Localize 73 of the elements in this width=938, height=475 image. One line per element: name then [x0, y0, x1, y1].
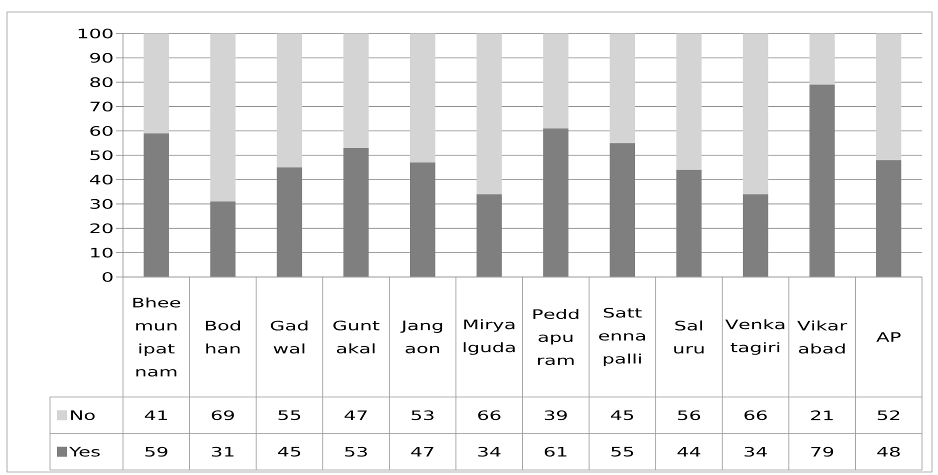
data-label: 79 — [811, 446, 834, 457]
data-label: 53 — [412, 410, 434, 420]
data-label: 59 — [145, 446, 168, 457]
x-tick-label: Venkatagiri — [725, 319, 784, 355]
x-tick-label: Guntakal — [333, 320, 380, 354]
x-tick-label: Vikarabad — [797, 320, 848, 354]
bar — [809, 84, 835, 277]
data-label: 31 — [212, 446, 234, 457]
x-tick-label: AP — [876, 332, 901, 342]
data-label: 53 — [345, 446, 367, 457]
y-tick-label: 20 — [90, 223, 112, 234]
bar — [476, 194, 502, 277]
x-tick-label: Jangaon — [400, 320, 442, 354]
data-label: 44 — [678, 447, 700, 456]
data-label: 56 — [678, 410, 700, 420]
data-label: 41 — [144, 410, 167, 420]
data-label: 21 — [811, 410, 833, 420]
bar — [410, 34, 436, 163]
bar — [343, 34, 369, 148]
bar — [809, 34, 835, 85]
data-label: 66 — [478, 410, 500, 420]
x-tick-label: Saluru — [674, 320, 704, 354]
data-label: 55 — [611, 446, 634, 457]
y-tick-label: 100 — [78, 28, 112, 38]
x-tick-label: Miryalguda — [464, 319, 515, 355]
data-label: 39 — [544, 410, 567, 420]
bar — [610, 143, 636, 277]
bar — [676, 34, 702, 170]
y-tick-label: 80 — [90, 77, 112, 88]
data-label: 55 — [278, 410, 300, 420]
legend-label: Yes — [69, 446, 100, 457]
x-tick-label: Bheemunipatnam — [133, 297, 180, 377]
bar — [742, 34, 768, 194]
data-label: 47 — [411, 447, 434, 456]
bar — [210, 34, 236, 202]
data-label: 69 — [212, 410, 234, 420]
bar — [410, 162, 436, 277]
bar — [276, 167, 302, 277]
data-label: 47 — [344, 410, 367, 420]
bar — [343, 148, 369, 277]
legend-label: No — [71, 410, 95, 420]
data-label: 34 — [744, 446, 767, 457]
bar — [742, 194, 768, 277]
x-tick-label: Sattennapalli — [599, 308, 645, 366]
bar — [676, 170, 702, 277]
y-tick-label: 50 — [90, 150, 112, 160]
bar — [543, 34, 568, 128]
bar — [876, 160, 902, 277]
x-tick-label: Gadwal — [270, 320, 308, 354]
y-tick-label: 90 — [90, 52, 112, 63]
x-tick-label: Peddapuram — [533, 308, 578, 366]
x-tick-label: Bodhan — [206, 320, 240, 354]
bar — [144, 34, 169, 134]
data-label: 66 — [744, 410, 767, 420]
bar — [876, 34, 902, 160]
y-tick-label: 30 — [90, 199, 112, 209]
bar — [476, 34, 502, 194]
bar — [610, 34, 636, 144]
bar — [210, 202, 236, 277]
data-label: 52 — [878, 410, 900, 420]
y-tick-label: 70 — [90, 102, 112, 112]
data-label: 34 — [478, 446, 501, 457]
bar — [276, 34, 302, 168]
data-label: 48 — [877, 446, 900, 457]
data-label: 61 — [544, 446, 566, 457]
y-tick-label: 60 — [90, 126, 112, 136]
y-tick-label: 0 — [102, 272, 112, 282]
bar — [144, 133, 169, 277]
bar — [543, 128, 568, 277]
y-tick-label: 40 — [90, 174, 112, 185]
data-label: 45 — [610, 410, 634, 420]
y-tick-label: 10 — [91, 248, 112, 258]
data-label: 45 — [278, 446, 300, 457]
